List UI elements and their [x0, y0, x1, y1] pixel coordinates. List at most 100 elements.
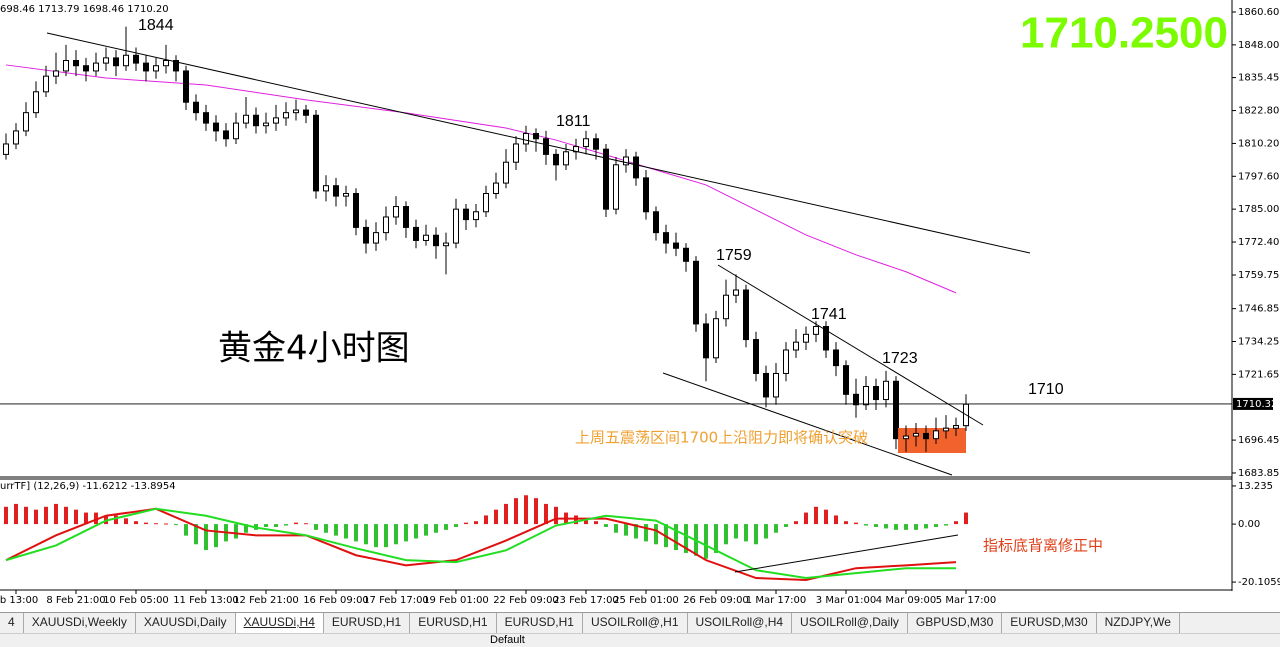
candle-body [203, 112, 209, 124]
y-tick-label: 1683.85 [1238, 468, 1279, 479]
candle-body [383, 216, 389, 234]
histogram-bar [894, 524, 898, 530]
candle-body [93, 62, 99, 72]
tab[interactable]: XAUUSDi,H4 [235, 613, 324, 633]
y-tick-label: 1785.00 [1238, 204, 1279, 215]
tab[interactable]: XAUUSDi,Weekly [24, 613, 136, 633]
histogram-bar [64, 506, 68, 525]
candle-body [233, 122, 239, 140]
histogram-bar [364, 524, 368, 545]
histogram-bar [924, 524, 928, 529]
plot: 1860.60 1848.00 1835.45 1822.80 1810.20 1797.… [0, 7, 1280, 606]
histogram-bar [34, 509, 38, 525]
tab[interactable]: USOILRoll@,H1 [583, 613, 688, 633]
histogram-bar [504, 503, 508, 525]
candle-body [73, 60, 79, 67]
candle-body [623, 156, 629, 166]
x-tick-label: 5 Mar 17:00 [936, 595, 996, 606]
y-tick-label: 1734.25 [1238, 337, 1279, 348]
histogram-bar [464, 522, 468, 525]
candle-body [333, 185, 339, 197]
histogram-bar [824, 509, 828, 525]
tab[interactable]: EURUSD,M30 [1002, 613, 1097, 633]
tab[interactable]: EURUSD,H1 [324, 613, 411, 633]
x-tick-label: 25 Feb 01:00 [613, 595, 679, 606]
y-tick-label: 1696.45 [1238, 435, 1279, 446]
histogram-bar [474, 521, 478, 525]
candle-body [53, 70, 59, 77]
candle-body [343, 193, 349, 197]
histogram-bar [764, 524, 768, 539]
tab[interactable]: NZDJPY,We [1097, 613, 1180, 633]
histogram-bar [184, 524, 188, 536]
tab[interactable]: XAUUSDi,Daily [136, 613, 236, 633]
candle-body [303, 109, 309, 116]
candle-body [553, 153, 559, 166]
candle-body [223, 130, 229, 140]
y-tick-label: 1746.85 [1238, 304, 1279, 315]
annotation: 1811 [556, 113, 591, 130]
candle-body [173, 60, 179, 72]
x-tick-label: 12 Feb 21:00 [233, 595, 299, 606]
histogram-bar [154, 523, 158, 525]
candle-body [763, 372, 769, 398]
candle-body [833, 349, 839, 367]
histogram-bar [14, 503, 18, 525]
candle-body [793, 341, 799, 351]
candle-body [663, 232, 669, 244]
histogram-bar [774, 524, 778, 533]
tab[interactable]: USOILRoll@,Daily [792, 613, 908, 633]
histogram-bar [954, 521, 958, 525]
histogram-bar [864, 524, 868, 526]
x-tick-label: 19 Feb 01:00 [423, 595, 489, 606]
candle-body [733, 289, 739, 296]
histogram-bar [514, 498, 518, 525]
candle-body [443, 242, 449, 247]
histogram-bar [94, 512, 98, 525]
histogram-bar [404, 524, 408, 542]
x-tick-label: 26 Feb 09:00 [683, 595, 749, 606]
tab[interactable]: EURUSD,H1 [410, 613, 497, 633]
y-tick-label: 13.235 [1238, 481, 1273, 492]
candle-body [823, 326, 829, 351]
candle-body [363, 226, 369, 244]
histogram-bar [624, 524, 628, 536]
tab[interactable]: GBPUSD,M30 [908, 613, 1003, 633]
annotation: 1723 [882, 350, 918, 367]
annotation: 1741 [811, 306, 847, 323]
histogram-bar [784, 524, 788, 527]
candle-body [633, 156, 639, 179]
x-tick-label: 4 Mar 09:00 [876, 595, 936, 606]
histogram-bar [114, 515, 118, 525]
annotation: 1759 [716, 247, 752, 264]
histogram-bar [144, 522, 148, 525]
candle-body [543, 138, 549, 155]
histogram-bar [594, 521, 598, 525]
x-tick-label: 23 Feb 17:00 [553, 595, 619, 606]
histogram-bar [294, 522, 298, 525]
candle-body [563, 151, 569, 166]
candle-body [653, 211, 659, 234]
candle-body [33, 91, 39, 114]
histogram-bar [204, 524, 208, 551]
histogram-bar [284, 524, 288, 526]
tab[interactable]: EURUSD,H1 [497, 613, 583, 633]
candle-body [13, 130, 19, 145]
histogram-bar [634, 524, 638, 539]
histogram-bar [744, 524, 748, 542]
x-tick-label: eb 13:00 [0, 595, 38, 606]
histogram-bar [804, 512, 808, 525]
candle-body [863, 386, 869, 406]
histogram-bar [684, 524, 688, 553]
candle-body [133, 54, 139, 64]
candle-body [313, 114, 319, 192]
histogram-bar [554, 506, 558, 525]
histogram-bar [454, 524, 458, 527]
tab[interactable]: USOILRoll@,H4 [688, 613, 793, 633]
candle-body [943, 427, 949, 432]
tab[interactable]: 4 [0, 613, 24, 633]
histogram-bar [814, 506, 818, 525]
trendline [662, 372, 953, 476]
candle-body [423, 234, 429, 241]
